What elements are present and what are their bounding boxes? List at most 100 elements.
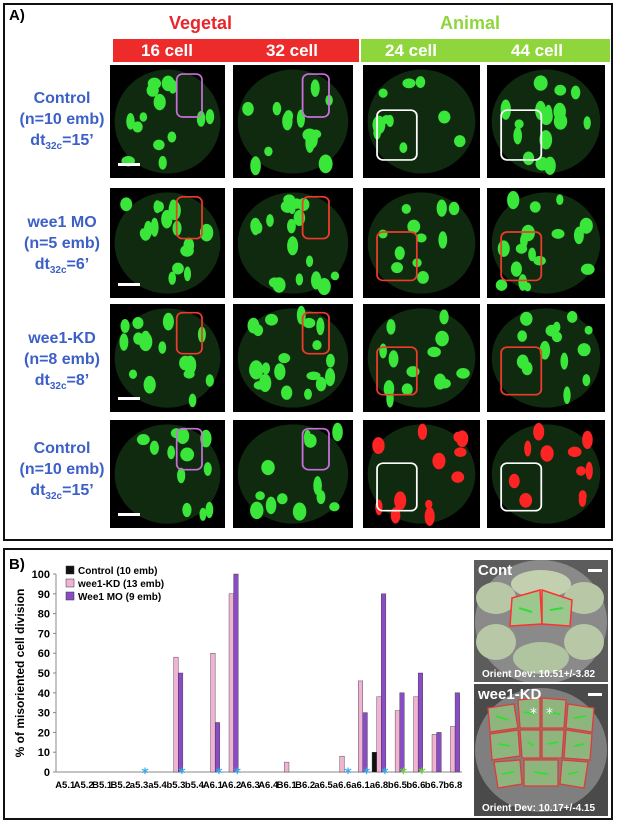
micrograph-r3-c2 [233, 304, 353, 412]
bar-wee1-kd-b6.6 [413, 696, 419, 773]
x-tick-label: A6.3 [240, 780, 260, 791]
row-name: wee1-KD [28, 330, 96, 347]
row-name: Control [33, 90, 91, 107]
row-label-control-bottom: Control (n=10 emb) dt32c=15’ [6, 438, 118, 507]
side-image-wee1-kd: * * [474, 684, 608, 816]
x-tick-label: b6.6 [406, 780, 425, 791]
stage-bar-vegetal: 16 cell 32 cell [113, 39, 359, 62]
micrograph-r1-c1 [110, 65, 225, 178]
side-title-wee1-kd: wee1-KD [478, 686, 542, 703]
stage-bar-animal: 24 cell 44 cell [361, 39, 610, 62]
micrograph-r4-c3 [363, 420, 480, 528]
row-dt: dt32c=15’ [30, 482, 94, 503]
significance-star: * [400, 766, 408, 782]
bar-chart: 0 10 20 30 40 50 60 70 80 90 100 % of misoriented c… [13, 565, 462, 791]
bar-wee1-kd-b6.8 [450, 726, 456, 773]
svg-text:*: * [546, 706, 553, 722]
side-title-control: Cont [478, 562, 513, 579]
bar-wee1-A6.1 [214, 722, 220, 773]
panel-b-label: B) [9, 556, 25, 573]
y-axis-label: % of misoriented cell division [13, 589, 27, 758]
micrograph-r4-c1 [110, 420, 225, 528]
bar-wee1-kd-a6.6 [339, 755, 345, 773]
y-tick-label: 30 [38, 708, 50, 720]
x-tick-label: B5.2 [111, 780, 131, 791]
scale-bar [118, 513, 140, 516]
bar-wee1-kd-b5.3 [173, 656, 179, 773]
x-tick-label: A6.2 [221, 780, 241, 791]
stage-label-16cell: 16 cell [141, 40, 193, 60]
row-label-control-top: Control (n=10 emb) dt32c=15’ [6, 88, 118, 157]
bar-wee1-kd-b6.7 [431, 734, 437, 773]
row-label-wee1-kd: wee1-KD (n=8 emb) dt32c=8’ [6, 328, 118, 397]
row-dt: dt32c=6’ [34, 256, 90, 277]
micrograph-r2-c1 [110, 188, 225, 298]
x-tick-label: B6.2 [295, 780, 315, 791]
micrograph-r3-c1 [110, 304, 225, 412]
x-tick-label: A5.2 [74, 780, 94, 791]
bar-wee1-b6.5 [399, 692, 405, 773]
legend-swatch [65, 565, 75, 575]
y-tick-label: 50 [38, 668, 50, 680]
significance-star: * [344, 766, 352, 782]
bar-wee1-kd-a6.1 [358, 680, 364, 773]
group-label-animal: Animal [440, 13, 501, 33]
row-label-wee1-mo: wee1 MO (n=5 emb) dt32c=6’ [6, 212, 118, 281]
panel-a-label: A) [9, 7, 25, 24]
row-n: (n=8 emb) [23, 351, 100, 368]
x-tick-label: a6.8 [370, 780, 389, 791]
stage-label-24cell: 24 cell [385, 40, 437, 60]
x-tick-label: a6.1 [351, 780, 370, 791]
micrograph-r4-c4 [487, 420, 605, 528]
bar-wee1-a6.8 [381, 593, 387, 773]
significance-star: * [141, 766, 149, 782]
orient-dev-control: Orient Dev: 10.51+/-3.82 [482, 669, 596, 680]
micrograph-r2-c4 [487, 188, 605, 298]
micrograph-r1-c3 [363, 65, 480, 178]
y-tick-label: 20 [38, 727, 50, 739]
legend-label: Control (10 emb) [78, 566, 157, 577]
bar-wee1-b5.3 [178, 672, 184, 773]
legend-label: wee1-KD (13 emb) [77, 579, 164, 590]
x-tick-label: a6.6 [333, 780, 352, 791]
x-tick-label: B5.1 [92, 780, 113, 791]
x-tick-label: b5.3 [166, 780, 185, 791]
y-tick-label: 40 [38, 688, 50, 700]
row-name: wee1 MO [27, 214, 97, 231]
y-tick-label: 100 [32, 569, 50, 581]
micrograph-r2-c3 [363, 188, 480, 298]
micrograph-r2-c2 [233, 188, 353, 298]
row-dt: dt32c=8’ [34, 372, 90, 393]
row-name: Control [33, 440, 91, 457]
stage-label-32cell: 32 cell [266, 40, 318, 60]
x-tick-label: A6.1 [203, 780, 224, 791]
orient-dev-wee1-kd: Orient Dev: 10.17+/-4.15 [482, 803, 596, 814]
y-tick-label: 70 [38, 628, 50, 640]
scale-bar [588, 693, 602, 696]
micrograph-r3-c4 [487, 304, 605, 412]
row-dt: dt32c=15’ [30, 132, 94, 153]
bar-control-a6.8 [371, 751, 377, 773]
x-tick-label: A6.4 [258, 780, 279, 791]
bar-wee1-b6.7 [436, 732, 442, 773]
scale-bar [118, 283, 140, 286]
side-panel-control: Cont Orient Dev: 10.51+/-3.82 [474, 560, 608, 682]
bar-wee1-kd-A6.2 [228, 593, 234, 773]
bar-wee1-a6.1 [362, 712, 368, 773]
y-tick-label: 10 [38, 747, 50, 759]
bar-wee1-A6.2 [233, 573, 239, 773]
row-n: (n=10 emb) [19, 111, 105, 128]
bar-wee1-b6.8 [454, 692, 460, 773]
scale-bar [118, 163, 140, 166]
bar-wee1-kd-B6.1 [284, 761, 290, 773]
x-tick-label: b6.5 [388, 780, 408, 791]
bar-wee1-kd-a6.8 [376, 696, 382, 773]
legend-label: Wee1 MO (9 emb) [78, 592, 161, 603]
y-tick-label: 60 [38, 648, 50, 660]
x-tick-label: b6.7 [425, 780, 444, 791]
micrograph-r1-c4 [487, 65, 605, 178]
significance-star: * [381, 766, 389, 782]
micrograph-r1-c2 [233, 65, 353, 178]
scale-bar [118, 397, 140, 400]
x-tick-label: B6.1 [277, 780, 298, 791]
